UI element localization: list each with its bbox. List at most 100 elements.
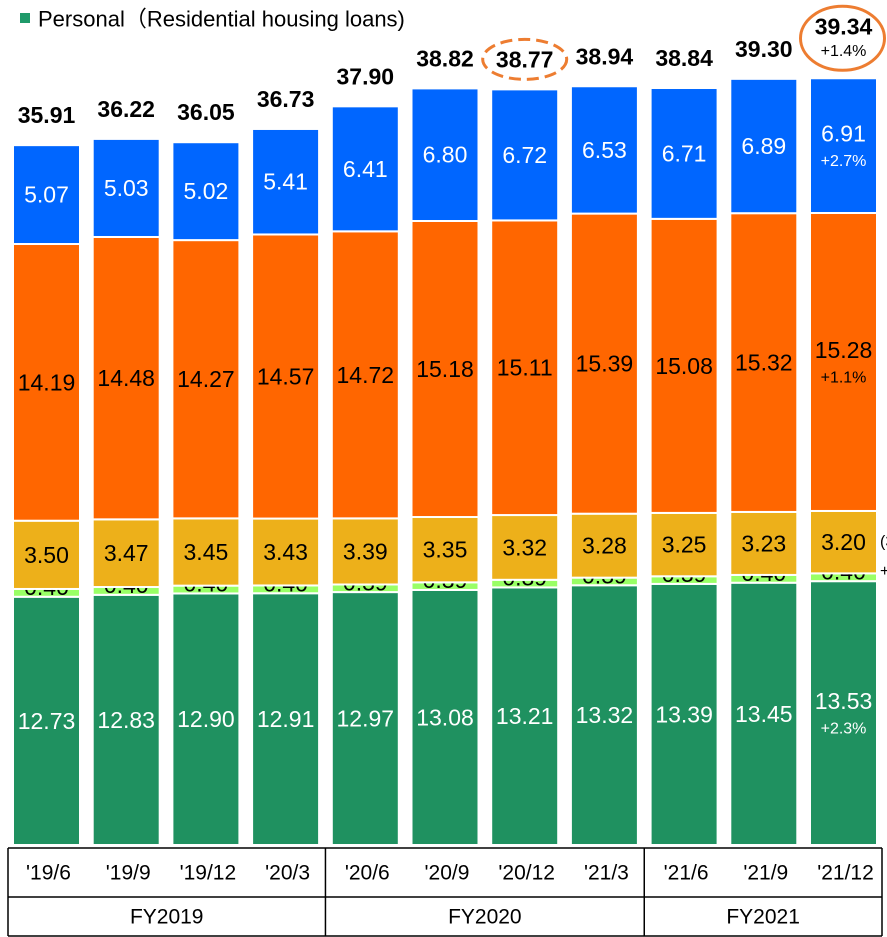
bar-segment (12, 243, 81, 522)
value-label: 6.89 (741, 133, 786, 159)
x-tick-label: '19/12 (180, 862, 237, 885)
bar-segment (12, 595, 81, 847)
bar-segment (649, 582, 719, 847)
total-label: 36.73 (257, 86, 315, 112)
legend-swatch (20, 13, 30, 23)
bar-segment (410, 516, 480, 584)
value-label: 13.39 (655, 701, 713, 727)
value-label: 3.20 (821, 529, 866, 555)
bar-segment (91, 137, 161, 238)
bar-segment (12, 144, 81, 246)
bar-segment (410, 588, 480, 846)
x-tick-label: '21/12 (817, 862, 874, 885)
value-label: 6.72 (502, 142, 547, 168)
bar-segment (490, 514, 560, 581)
x-tick-label: '19/9 (106, 862, 151, 885)
value-label: 12.73 (18, 708, 76, 734)
value-label: 15.32 (735, 350, 793, 376)
bar-segment (490, 88, 560, 222)
total-label: 36.05 (177, 99, 235, 125)
bar-segment (649, 217, 719, 514)
bar-segment (251, 592, 321, 846)
annotation: +1.1% (821, 369, 867, 386)
value-label: 14.48 (97, 365, 155, 391)
total-label: 39.34 (815, 13, 873, 39)
bar-segment (729, 510, 799, 576)
bar-segment (91, 593, 161, 846)
value-label: 12.91 (257, 706, 315, 732)
value-label: 6.91 (821, 121, 866, 147)
value-label: 14.19 (18, 369, 76, 395)
bar-segment (330, 230, 400, 520)
total-annotation: +1.4% (821, 43, 867, 60)
value-label: 6.80 (423, 142, 468, 168)
bar-segment (171, 239, 241, 520)
bar-segment (251, 127, 321, 236)
value-label: 13.45 (735, 701, 793, 727)
x-tick-label: '19/6 (26, 862, 71, 885)
value-label: 12.83 (97, 707, 155, 733)
total-label: 35.91 (18, 102, 76, 128)
bar-segment (809, 212, 878, 512)
bar-segment (490, 586, 560, 847)
total-label: 38.77 (496, 46, 554, 72)
x-tick-label: '20/12 (498, 862, 555, 885)
value-label: 13.32 (576, 702, 634, 728)
total-label: 37.90 (337, 63, 395, 89)
value-label: 14.27 (177, 366, 235, 392)
value-label: 14.57 (257, 364, 315, 390)
value-label: 15.18 (416, 356, 474, 382)
value-label: 3.28 (582, 533, 627, 559)
bar-segment (729, 77, 799, 215)
bar-segment (809, 509, 878, 575)
bar-segment (729, 581, 799, 846)
value-label: 5.02 (184, 178, 229, 204)
value-label: 3.39 (343, 538, 388, 564)
value-label: 6.71 (662, 140, 707, 166)
bar-segment (91, 235, 161, 521)
bar-segment (410, 220, 480, 519)
value-label: 3.50 (24, 542, 69, 568)
x-tick-label: '21/9 (743, 862, 788, 885)
value-label: 6.41 (343, 156, 388, 182)
bar-segment (171, 517, 241, 587)
total-label: 38.94 (576, 43, 634, 69)
value-label: 15.11 (497, 355, 553, 381)
value-label: 15.08 (655, 353, 713, 379)
bar-segment (649, 87, 719, 220)
bar-segment (729, 212, 799, 513)
bar-segment (809, 580, 878, 846)
value-label: 5.07 (24, 182, 69, 208)
value-label: 13.21 (496, 703, 554, 729)
value-label: 3.35 (423, 537, 468, 563)
annotation: +2.7% (821, 153, 867, 170)
legend-label: Personal（Residential housing loans) (38, 7, 405, 32)
value-label: 3.23 (741, 530, 786, 556)
group-label: FY2021 (726, 906, 800, 929)
bar-segment (410, 87, 480, 223)
annotation: +2.3% (821, 721, 867, 738)
group-label: FY2019 (130, 906, 204, 929)
value-label: 15.39 (576, 351, 634, 377)
value-label: 13.08 (416, 704, 474, 730)
value-label: 3.25 (662, 532, 707, 558)
group-label: FY2020 (448, 906, 522, 929)
highlight-circle (799, 4, 886, 72)
value-label: 3.47 (104, 540, 149, 566)
total-label: 38.82 (416, 45, 474, 71)
annotation: + (880, 563, 887, 580)
bar-segment (171, 592, 241, 847)
annotation: (3 (880, 534, 887, 551)
bar-segment (251, 517, 321, 587)
total-label: 38.84 (655, 45, 713, 71)
value-label: 3.32 (502, 534, 547, 560)
bar-segment (569, 85, 639, 215)
bar-segment (569, 584, 639, 846)
x-tick-label: '20/6 (345, 862, 390, 885)
value-label: 3.43 (263, 539, 308, 565)
x-tick-label: '20/3 (265, 862, 310, 885)
value-label: 6.53 (582, 137, 627, 163)
x-tick-label: '21/3 (584, 862, 629, 885)
total-label: 36.22 (97, 96, 155, 122)
